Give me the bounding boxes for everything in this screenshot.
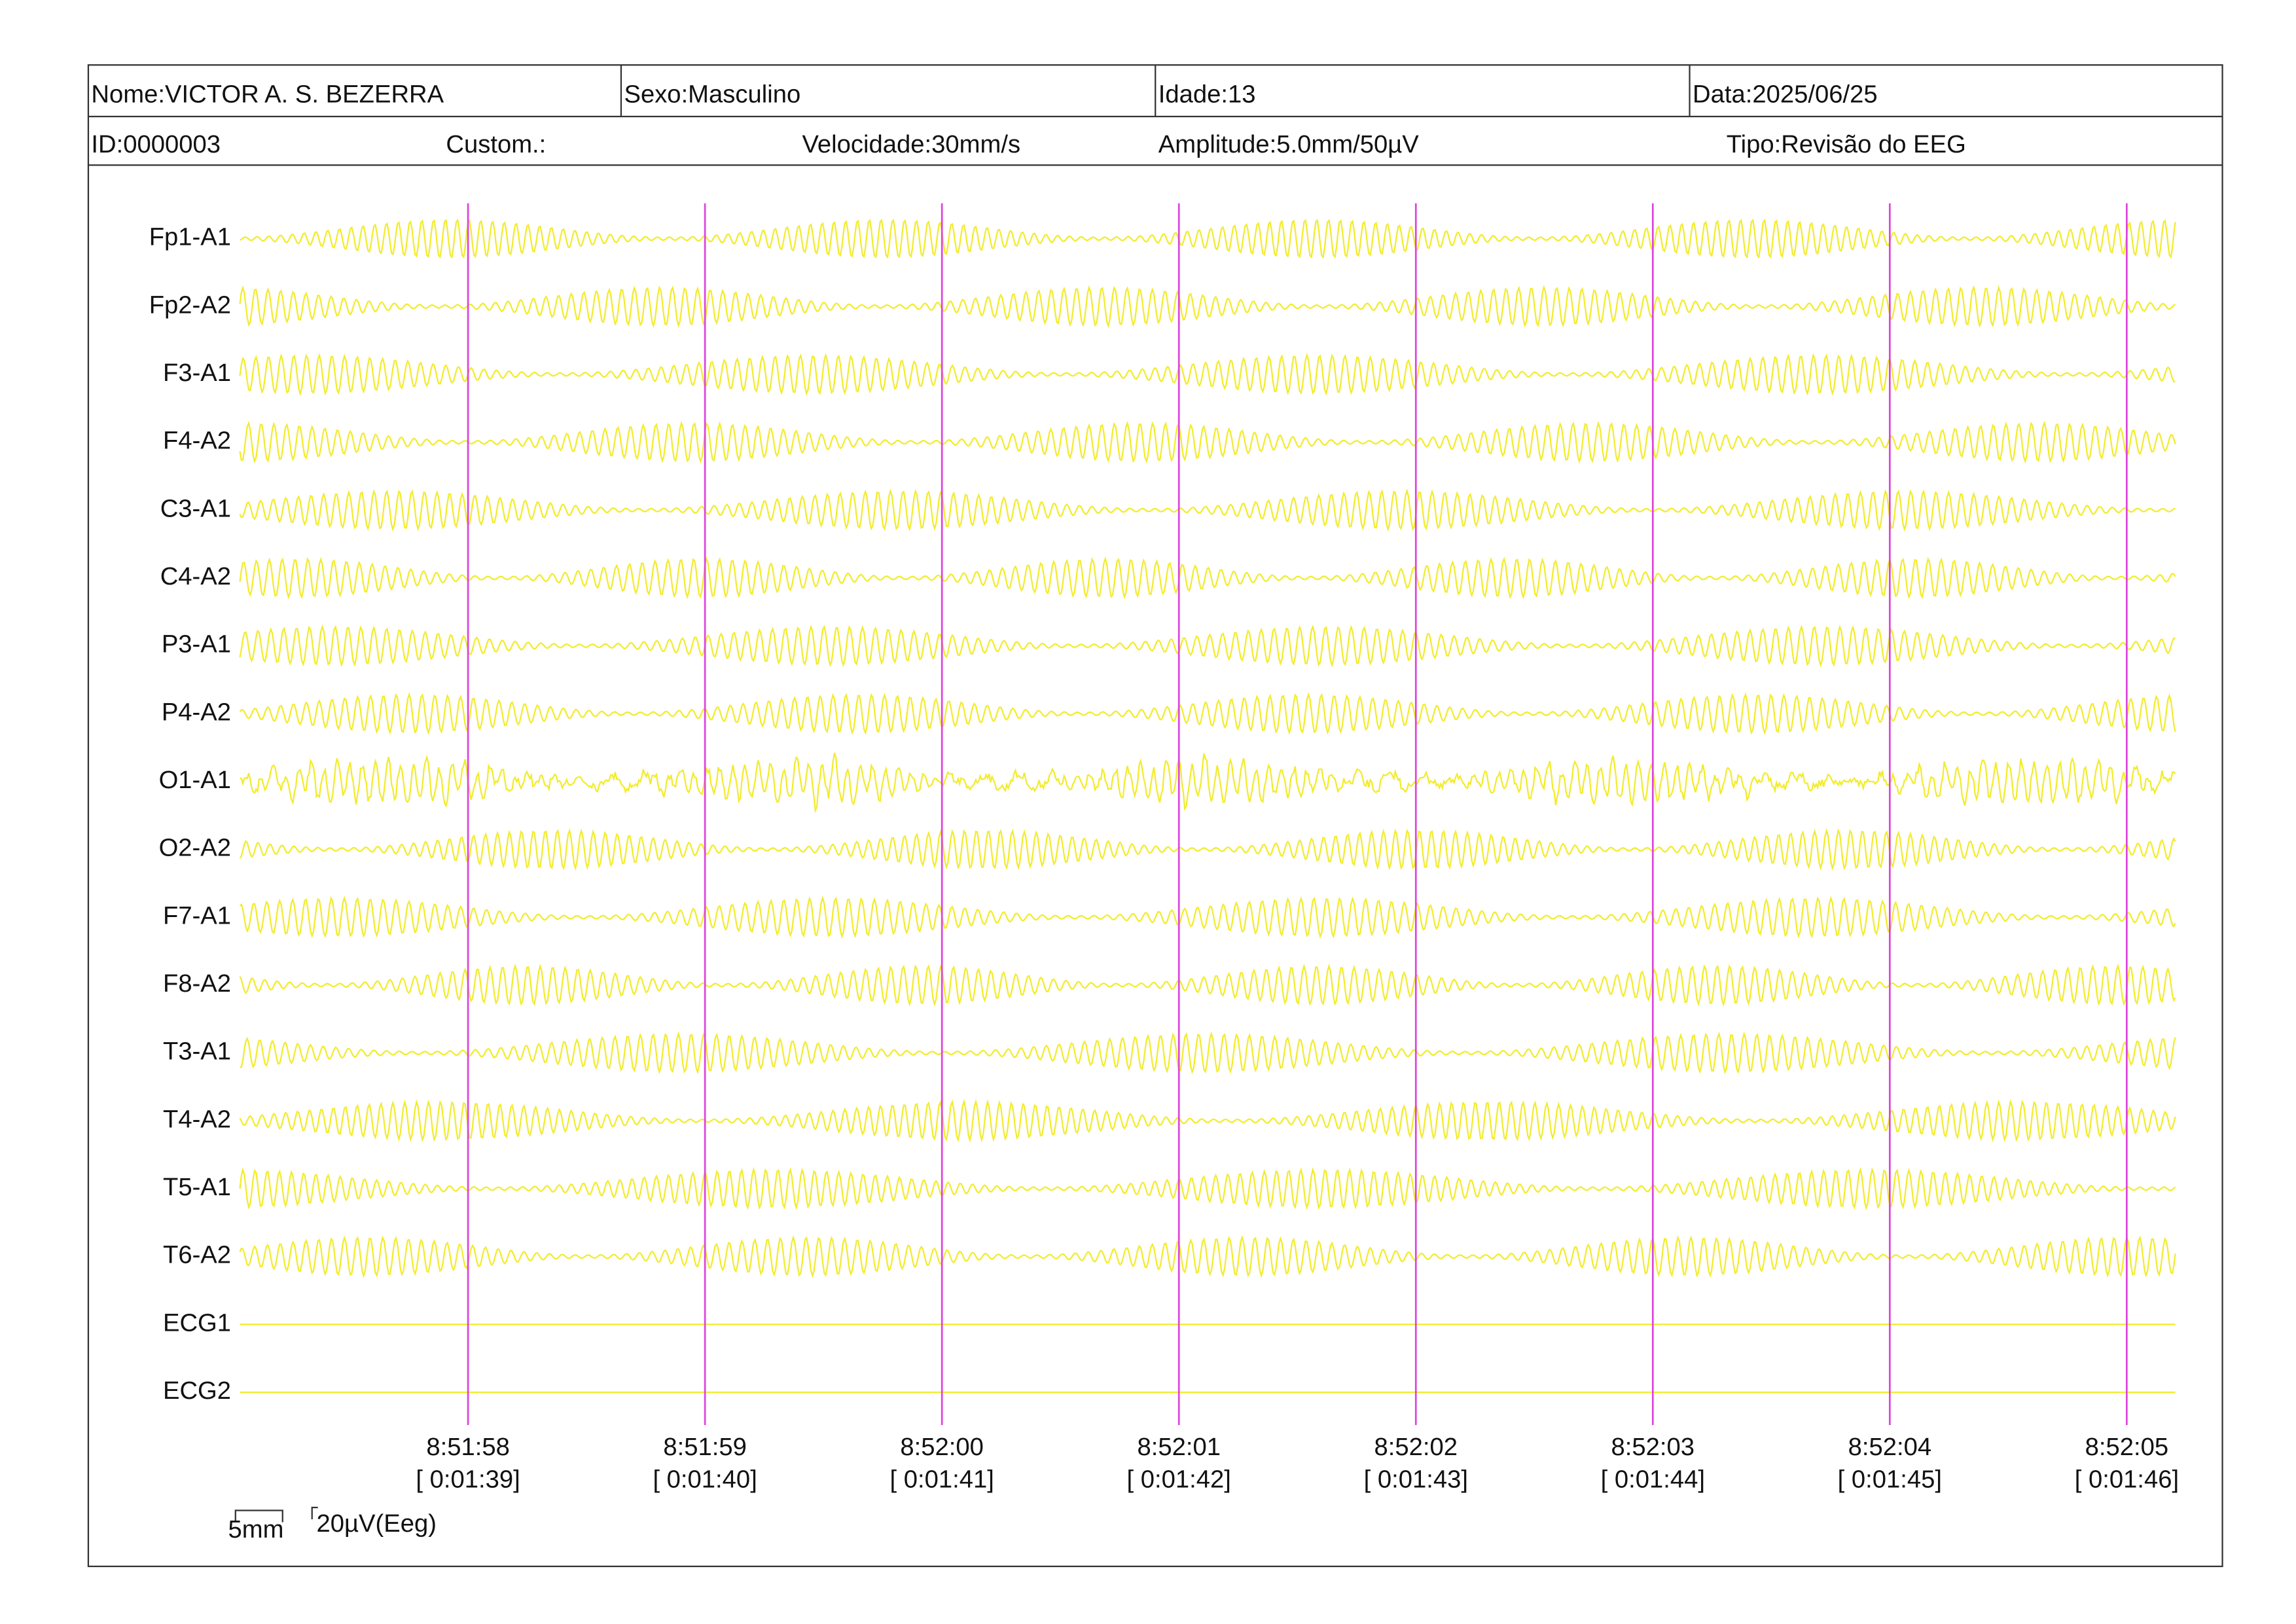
patient-id: ID:0000003 — [91, 130, 221, 158]
channel-label: Fp1-A1 — [149, 223, 231, 251]
channel-label: F3-A1 — [163, 359, 231, 387]
eeg-trace — [240, 219, 2176, 259]
channel-label: ECG1 — [163, 1308, 231, 1337]
eeg-trace — [239, 1166, 2176, 1211]
patient-age: Idade:13 — [1158, 81, 1256, 109]
amplitude: Amplitude:5.0mm/50µV — [1158, 130, 1420, 158]
eeg-trace — [239, 895, 2176, 939]
eeg-trace — [239, 420, 2176, 464]
eeg-trace — [239, 352, 2176, 397]
channel-label: F4-A2 — [163, 427, 231, 455]
channel-label: P4-A2 — [162, 698, 231, 726]
eeg-trace — [239, 963, 2176, 1007]
channel-label: P3-A1 — [162, 630, 231, 659]
channel-label: C4-A2 — [160, 562, 231, 590]
patient-name: Nome:VICTOR A. S. BEZERRA — [91, 81, 444, 109]
channel-label: C3-A1 — [160, 494, 231, 522]
marker-elapsed: [ 0:01:41] — [889, 1466, 994, 1494]
channel-label: O2-A2 — [159, 834, 231, 862]
eeg-trace — [239, 692, 2176, 735]
marker-time: 8:52:01 — [1137, 1433, 1221, 1461]
eeg-trace — [240, 752, 2176, 814]
review-type: Tipo:Revisão do EEG — [1727, 130, 1966, 158]
custom-field: Custom.: — [446, 130, 546, 158]
channel-label: O1-A1 — [159, 766, 231, 794]
eeg-trace — [239, 827, 2176, 871]
marker-elapsed: [ 0:01:45] — [1838, 1466, 1942, 1494]
marker-time: 8:51:59 — [663, 1433, 747, 1461]
marker-time: 8:52:04 — [1848, 1433, 1932, 1461]
marker-elapsed: [ 0:01:40] — [653, 1466, 757, 1494]
marker-time: 8:52:02 — [1374, 1433, 1458, 1461]
patient-sex: Sexo:Masculino — [624, 81, 800, 109]
eeg-trace — [239, 556, 2176, 600]
marker-elapsed: [ 0:01:43] — [1364, 1466, 1468, 1494]
channel-label: T5-A1 — [163, 1173, 231, 1201]
eeg-trace — [239, 488, 2176, 532]
channel-label: Fp2-A2 — [149, 291, 231, 319]
marker-elapsed: [ 0:01:42] — [1127, 1466, 1231, 1494]
scale-bar-width — [234, 1509, 283, 1523]
scale-width-label: 5mm — [228, 1515, 284, 1543]
eeg-trace — [239, 624, 2176, 668]
marker-time: 8:52:03 — [1611, 1433, 1695, 1461]
marker-time: 8:51:58 — [426, 1433, 510, 1461]
channel-label: F8-A2 — [163, 969, 231, 998]
marker-elapsed: [ 0:01:39] — [416, 1466, 520, 1494]
channel-label: T4-A2 — [163, 1105, 231, 1133]
record-date: Data:2025/06/25 — [1693, 81, 1878, 109]
speed: Velocidade:30mm/s — [802, 130, 1021, 158]
channel-label: F7-A1 — [163, 901, 231, 929]
markers: 8:51:58 [ 0:01:39] 8:51:59 [ 0:01:40] 8:52:0… — [416, 203, 2179, 1494]
eeg-trace — [239, 285, 2176, 329]
traces: Fp1-A1 Fp2-A2 F3-A1 F4-A2 C3-A1 C4-A2 P3-A1 P4-… — [149, 219, 2176, 1405]
marker-time: 8:52:00 — [900, 1433, 984, 1461]
channel-label: ECG2 — [163, 1377, 231, 1405]
channel-label: T3-A1 — [163, 1038, 231, 1066]
frame — [87, 64, 2223, 1568]
marker-time: 8:52:05 — [2085, 1433, 2169, 1461]
channel-label: T6-A2 — [163, 1241, 231, 1269]
marker-elapsed: [ 0:01:44] — [1601, 1466, 1705, 1494]
scale-amplitude-label: 20µV(Eeg) — [316, 1509, 436, 1538]
eeg-trace — [240, 1031, 2176, 1075]
eeg-trace — [239, 1235, 2176, 1278]
scale-bar-amplitude — [311, 1506, 318, 1520]
eeg-trace — [239, 1098, 2176, 1143]
marker-elapsed: [ 0:01:46] — [2075, 1466, 2179, 1494]
